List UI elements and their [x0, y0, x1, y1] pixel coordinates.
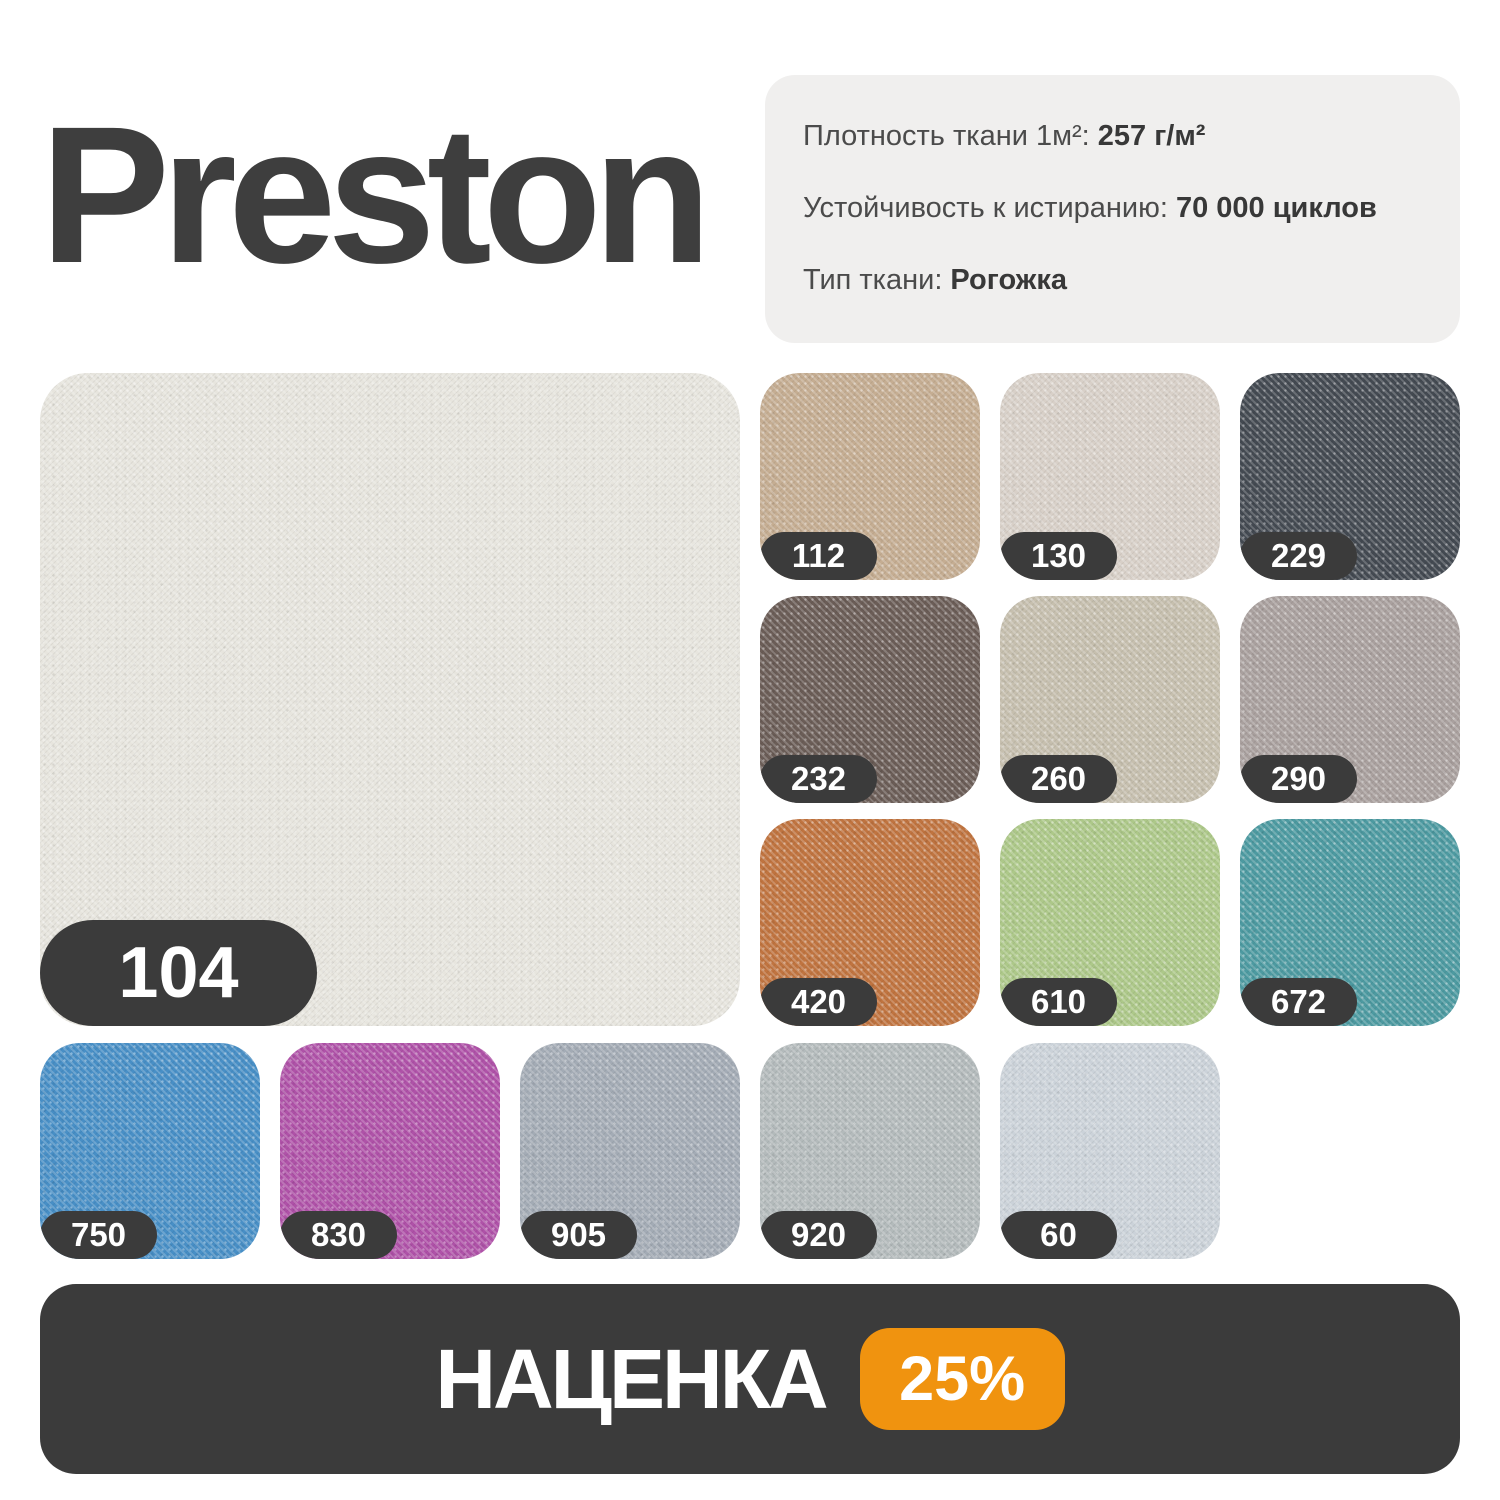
swatch-code-badge: 112 — [760, 532, 877, 580]
fabric-swatch-750: 750 — [40, 1043, 260, 1259]
swatch-code-badge: 610 — [1000, 978, 1117, 1026]
markup-bar: НАЦЕНКА 25% — [40, 1284, 1460, 1474]
swatch-code-badge: 290 — [1240, 755, 1357, 803]
markup-label: НАЦЕНКА — [435, 1332, 828, 1426]
spec-label: Плотность ткани 1м²: — [803, 120, 1090, 153]
spec-value: 70 000 циклов — [1175, 192, 1377, 225]
spec-value: Рогожка — [950, 263, 1067, 296]
swatch-code-badge: 905 — [520, 1211, 637, 1259]
swatch-code-badge: 229 — [1240, 532, 1357, 580]
swatch-bottom-row: 750 830 905 920 60 — [40, 1043, 1220, 1259]
fabric-swatch-main: 104 — [40, 373, 740, 1026]
swatch-code-badge: 130 — [1000, 532, 1117, 580]
spec-label: Устойчивость к истиранию: — [803, 192, 1168, 225]
swatch-code-badge: 232 — [760, 755, 877, 803]
fabric-swatch-830: 830 — [280, 1043, 500, 1259]
page-title: Preston — [40, 86, 712, 304]
fabric-specs-card: Плотность ткани 1м²: 257 г/м² Устойчивост… — [765, 75, 1460, 343]
spec-row-type: Тип ткани: Рогожка — [803, 263, 1460, 297]
fabric-swatch-112: 112 — [760, 373, 980, 580]
fabric-swatch-920: 920 — [760, 1043, 980, 1259]
fabric-swatch-610: 610 — [1000, 819, 1220, 1026]
spec-row-abrasion: Устойчивость к истиранию: 70 000 циклов — [803, 192, 1460, 225]
fabric-swatch-60: 60 — [1000, 1043, 1220, 1259]
fabric-swatch-420: 420 — [760, 819, 980, 1026]
swatch-code-badge: 672 — [1240, 978, 1357, 1026]
swatch-code-badge-main: 104 — [40, 920, 317, 1026]
fabric-swatch-290: 290 — [1240, 596, 1460, 803]
fabric-swatch-260: 260 — [1000, 596, 1220, 803]
swatch-grid: 112 130 229 232 260 290 420 610 672 — [760, 373, 1460, 1026]
spec-label: Тип ткани: — [803, 263, 943, 296]
markup-percent-badge: 25% — [859, 1328, 1065, 1430]
swatch-code-badge: 260 — [1000, 755, 1117, 803]
swatch-code-badge: 750 — [40, 1211, 157, 1259]
fabric-swatch-130: 130 — [1000, 373, 1220, 580]
fabric-swatch-232: 232 — [760, 596, 980, 803]
swatch-code-badge: 830 — [280, 1211, 397, 1259]
fabric-swatch-905: 905 — [520, 1043, 740, 1259]
swatch-code-badge: 60 — [1000, 1211, 1117, 1259]
spec-row-density: Плотность ткани 1м²: 257 г/м² — [803, 120, 1460, 153]
fabric-swatch-229: 229 — [1240, 373, 1460, 580]
fabric-swatch-672: 672 — [1240, 819, 1460, 1026]
swatch-code-badge: 420 — [760, 978, 877, 1026]
spec-value: 257 г/м² — [1097, 120, 1206, 153]
swatch-code-badge: 920 — [760, 1211, 877, 1259]
